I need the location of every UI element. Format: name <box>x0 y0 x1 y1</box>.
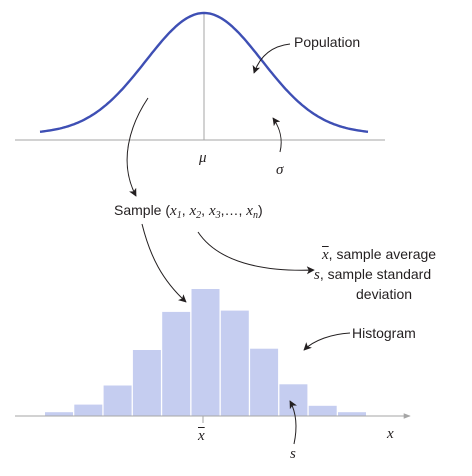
histogram-bar <box>103 385 132 416</box>
sample-sd-text: , sample standard <box>319 266 432 282</box>
population-label-arrow <box>252 43 291 74</box>
histogram-bar <box>45 412 73 416</box>
population-curve <box>39 11 369 133</box>
histogram-xbar-label: x <box>198 428 205 444</box>
sample-label: Sample (x1, x2, x3,…, xn) <box>114 202 263 221</box>
sample-average-text: , sample average <box>328 246 437 262</box>
sigma-arrow <box>272 117 282 153</box>
histogram-bar <box>220 310 249 416</box>
histogram-bar <box>279 384 308 417</box>
sample-suffix: ) <box>257 202 263 218</box>
histogram-bar <box>162 311 191 416</box>
sample-to-histogram-arrow <box>141 223 187 303</box>
histogram-bar <box>191 289 220 416</box>
mu-label: μ <box>199 150 207 166</box>
population-label: Population <box>294 34 361 50</box>
sample-prefix: Sample ( <box>114 202 171 218</box>
sample-to-statistics-arrow <box>197 231 315 275</box>
histogram-bar <box>250 348 279 416</box>
histogram-bar <box>308 405 337 416</box>
sample-x2: x2 <box>189 203 202 221</box>
histogram-label-arrow <box>303 332 351 351</box>
histogram-bar <box>74 404 103 416</box>
sample-x3: x3 <box>208 203 221 221</box>
histogram-label: Histogram <box>352 325 416 341</box>
sigma-label: σ <box>276 162 284 178</box>
histogram-bars <box>45 289 366 417</box>
s-arrow <box>289 400 297 445</box>
sample-average-label: x, sample average <box>322 246 436 263</box>
sample-sd-label-line2: deviation <box>356 286 413 302</box>
sample-average-symbol: x <box>322 247 329 263</box>
histogram-bar <box>338 412 366 416</box>
histogram-s-label: s <box>290 446 296 462</box>
sample-ellipsis: …, <box>224 202 243 218</box>
sample-x1: x1 <box>170 203 182 221</box>
histogram-bar <box>132 350 161 416</box>
sample-xn: xn <box>246 203 258 221</box>
sample-sd-symbol: s <box>314 267 320 283</box>
histogram-axis-label: x <box>387 426 394 442</box>
sample-sd-label: s, sample standard <box>314 266 431 283</box>
population-to-sample-arrow <box>126 97 149 197</box>
